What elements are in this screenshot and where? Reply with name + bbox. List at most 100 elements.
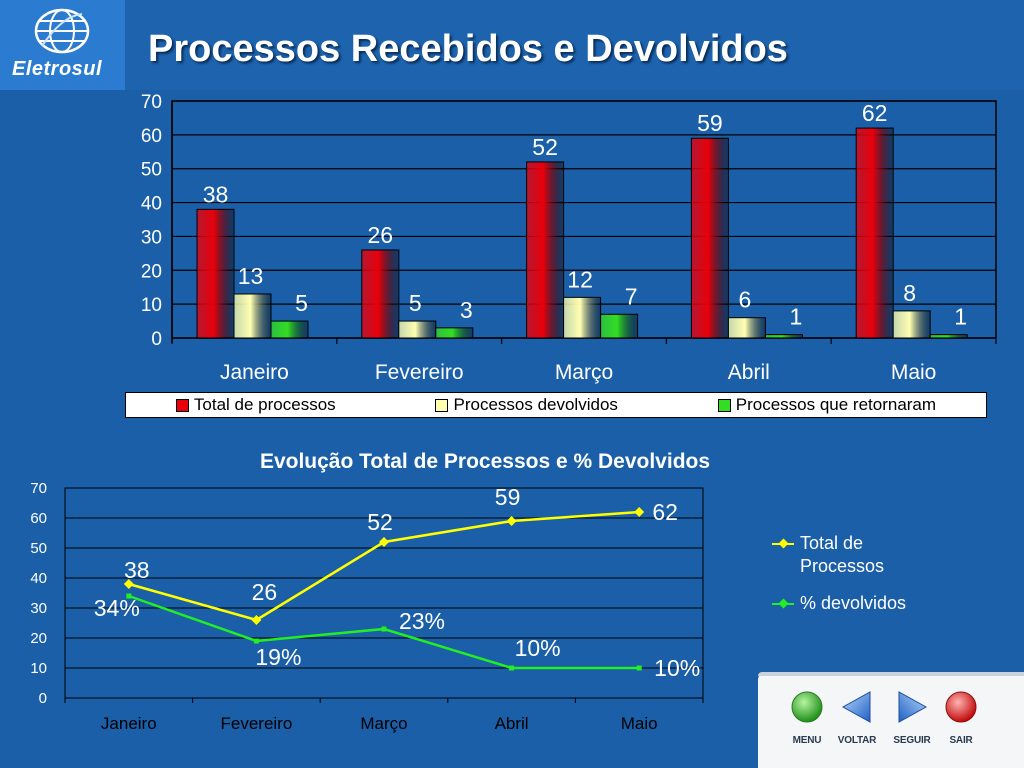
point-pct [381,626,387,632]
line-value-label: 19% [255,644,301,670]
point-pct [509,665,515,671]
point-total [379,537,389,547]
bar-value-label: 59 [697,110,723,136]
red-circle-icon [945,691,977,723]
menu-label: MENU [792,735,822,746]
legend-swatch-devolvidos [435,398,449,412]
bar-chart: 0 10 20 30 40 50 60 70 38 13 5 Janeiro 26 5 3 Fevereiro… [141,92,997,384]
menu-button[interactable]: MENU [782,690,832,746]
x2-category-label: Janeiro [101,714,157,733]
legend-swatch-retornaram [717,398,731,412]
x2-category-label: Fevereiro [220,714,292,733]
bar-value-label: 26 [368,222,394,248]
y2-tick-label: 0 [39,690,47,707]
bar-value-label: 12 [567,266,593,292]
x-category-label: Março [555,361,613,384]
y2-tick-label: 10 [30,660,47,677]
legend2-marker-pct [778,598,789,609]
line-value-label: 62 [652,499,678,525]
bar-devolvidos [398,320,437,339]
seguir-label: SEGUIR [893,735,931,746]
y-tick-label: 50 [141,160,162,181]
y-tick-label: 20 [141,261,162,282]
bar-value-label: 1 [954,304,967,330]
bar-retornaram [435,327,474,339]
point-pct [253,638,259,644]
y-tick-label: 30 [141,227,162,248]
legend-item-total: Total de processos [175,395,336,415]
line-chart-title: Evolução Total de Processos e % Devolvid… [259,450,711,473]
bar-total [690,137,729,339]
bar-chart-legend: Total de processos Processos devolvidos … [125,392,987,418]
bar-value-label: 38 [203,181,229,207]
bar-value-label: 6 [739,287,752,313]
point-total [634,507,645,517]
bar-retornaram [270,320,309,339]
globe-icon [34,8,90,54]
y-tick-label: 40 [141,194,162,215]
legend2-item-total: Total de Processos [772,532,972,578]
bar-total [361,249,400,339]
x2-category-label: Abril [495,714,529,733]
bar-value-label: 3 [460,297,473,323]
y2-tick-label: 70 [30,480,47,497]
bar-value-label: 1 [790,304,803,330]
bar-value-label: 5 [295,290,308,316]
line-value-label: 10% [515,635,561,661]
y-tick-label: 0 [151,329,162,350]
line-chart: 0 10 20 30 40 50 60 70 Janeiro Fevereiro Março Abri… [30,480,704,733]
legend-label-total: Total de processos [193,395,336,414]
bar-retornaram [600,313,639,339]
line-value-label: 52 [367,509,393,535]
point-pct [126,593,132,599]
voltar-label: VOLTAR [837,735,877,746]
y2-tick-label: 50 [30,540,47,557]
point-total [251,615,262,625]
y2-tick-label: 30 [30,600,47,617]
line-value-label: 23% [399,608,445,634]
line-value-label: 10% [654,655,700,681]
legend2-item-pct: % devolvidos [772,592,972,615]
line-chart-legend: Total de Processos % devolvidos [772,532,972,629]
bar-devolvidos [233,293,272,339]
legend-label-retornaram: Processos que retornaram [735,395,937,414]
bar-total [196,208,235,339]
x-category-label: Abril [728,361,770,384]
y2-tick-label: 20 [30,630,47,647]
legend-item-devolvidos: Processos devolvidos [435,395,618,415]
logo-text: Eletrosul [12,58,103,80]
panel-top-border [758,672,1024,676]
bar-value-label: 7 [625,283,638,309]
arrow-right-icon [898,691,928,723]
legend-item-retornaram: Processos que retornaram [717,395,937,415]
y2-tick-label: 60 [30,510,47,527]
y-tick-label: 10 [141,295,162,316]
seguir-button[interactable]: SEGUIR [887,690,937,746]
bar-devolvidos [727,317,766,339]
legend2-label-total-2: Processos [800,556,885,576]
point-pct [636,665,642,671]
point-total [506,516,517,526]
bar-value-label: 52 [532,134,558,160]
voltar-button[interactable]: VOLTAR [832,690,882,746]
sair-button[interactable]: SAIR [936,690,986,746]
legend-label-devolvidos: Processos devolvidos [453,395,618,414]
header-bar: Eletrosul Processos Recebidos e Devolvid… [0,0,1024,90]
sair-label: SAIR [949,735,973,746]
legend2-label-total-1: Total de [800,533,864,553]
x2-category-label: Março [360,714,407,733]
bar-devolvidos [892,310,931,339]
line-value-label: 26 [252,579,278,605]
x2-category-label: Maio [621,714,658,733]
legend-swatch-total [175,398,189,412]
bar-total [526,161,565,339]
y-tick-label: 70 [141,92,162,113]
bar-total [855,127,894,339]
legend2-label-pct: % devolvidos [800,593,907,613]
bar-devolvidos [563,296,602,339]
line-value-label: 34% [94,595,140,621]
y-tick-label: 60 [141,126,162,147]
bar-value-label: 8 [903,280,916,306]
line-value-label: 38 [124,557,150,583]
logo: Eletrosul [0,0,125,90]
